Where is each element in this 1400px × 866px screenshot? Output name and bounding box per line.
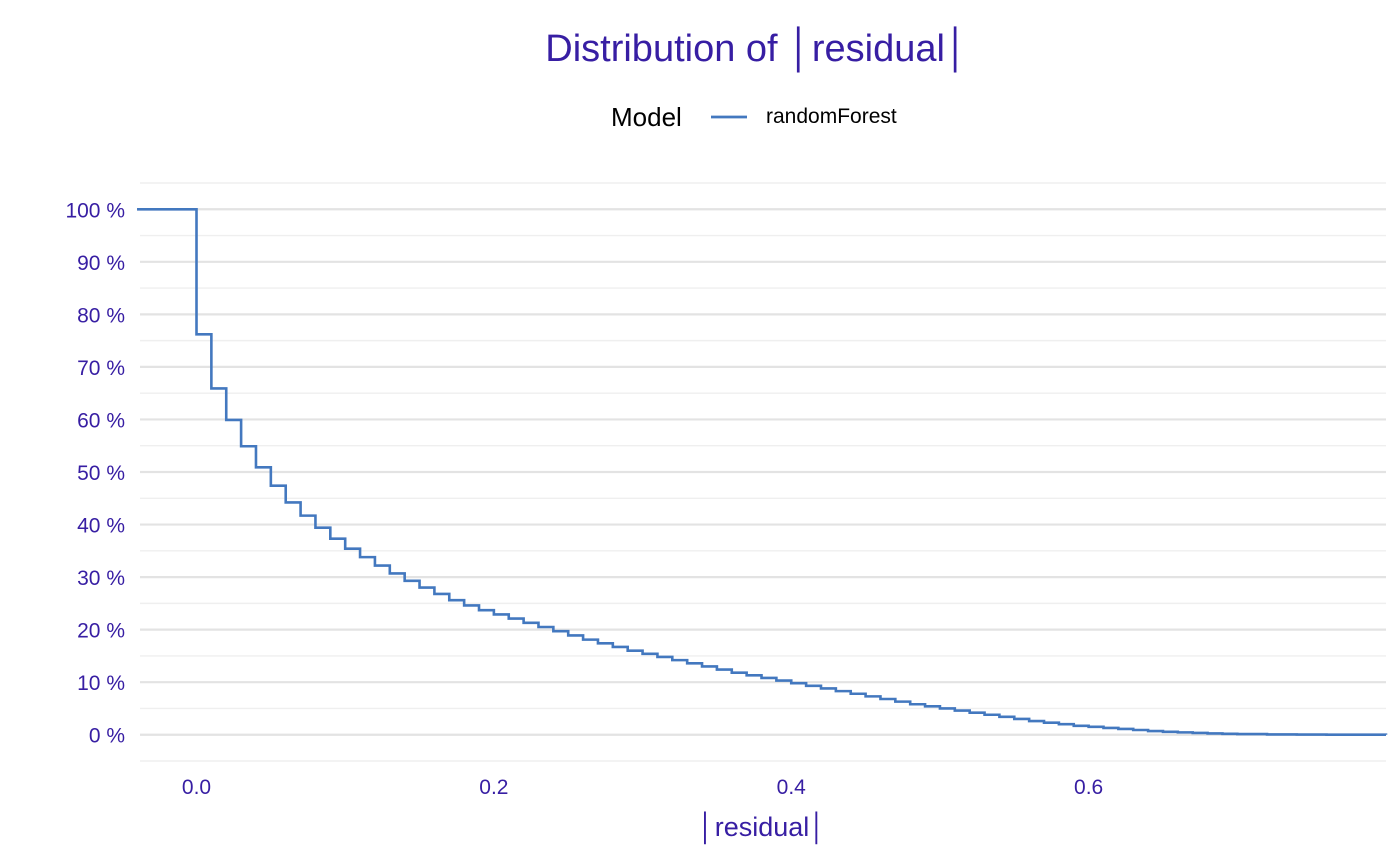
legend: Model randomForest	[611, 102, 897, 132]
legend-title: Model	[611, 102, 682, 132]
y-tick-labels: 0 % 10 % 20 % 30 % 40 % 50 % 60 % 70 % 80 % 90 % 1…	[65, 199, 125, 747]
x-tick-label: 0.2	[479, 776, 508, 799]
x-tick-label: 0.4	[777, 776, 807, 799]
x-axis-title: │residual│	[698, 811, 826, 845]
y-tick-label: 100 %	[65, 199, 125, 222]
y-tick-label: 0 %	[89, 725, 125, 748]
series-line-randomforest	[137, 207, 1388, 736]
series-layer	[137, 207, 1388, 736]
legend-label-randomforest: randomForest	[766, 105, 897, 128]
gridlines	[140, 182, 1386, 762]
y-tick-label: 80 %	[77, 304, 125, 327]
y-tick-label: 60 %	[77, 409, 125, 432]
y-tick-label: 30 %	[77, 567, 125, 590]
chart-title: Distribution of │residual│	[545, 26, 968, 73]
y-tick-label: 20 %	[77, 620, 125, 643]
x-tick-labels: 0.0 0.2 0.4 0.6	[182, 776, 1103, 799]
y-tick-label: 90 %	[77, 252, 125, 275]
x-tick-label: 0.6	[1074, 776, 1103, 799]
x-tick-label: 0.0	[182, 776, 211, 799]
y-tick-label: 50 %	[77, 462, 125, 485]
y-tick-label: 70 %	[77, 357, 125, 380]
y-tick-label: 40 %	[77, 515, 125, 538]
y-tick-label: 10 %	[77, 672, 125, 695]
